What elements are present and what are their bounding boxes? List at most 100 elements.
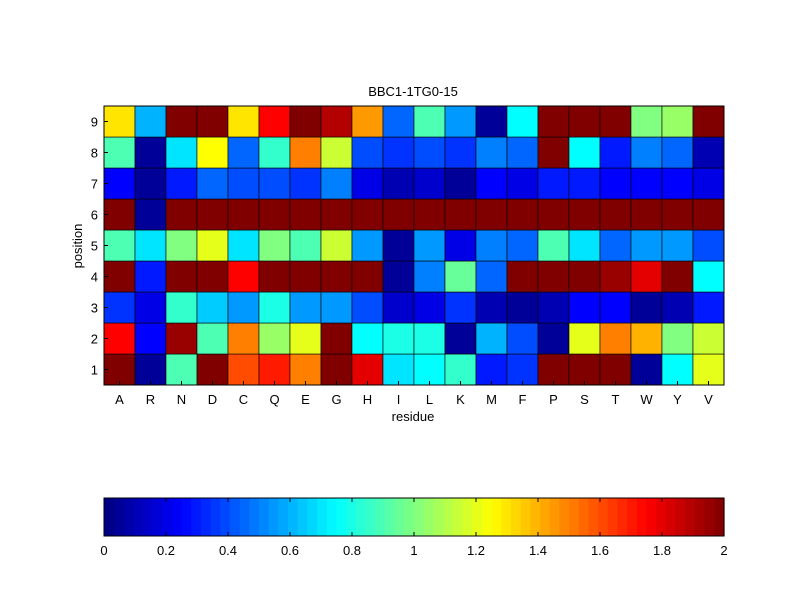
x-tick-label: N (177, 392, 186, 407)
heatmap-cell (537, 353, 570, 386)
colorbar-band (104, 498, 115, 536)
colorbar-band (181, 498, 192, 536)
heatmap-cell (475, 353, 508, 386)
heatmap-cell (351, 260, 384, 293)
heatmap-cell (165, 136, 198, 169)
colorbar-band (423, 498, 434, 536)
heatmap-cell (320, 167, 353, 200)
colorbar-band (549, 498, 560, 536)
x-tick-label: S (580, 392, 589, 407)
heatmap-cell (537, 322, 570, 355)
heatmap-cell (537, 198, 570, 231)
heatmap-cell (444, 198, 477, 231)
heatmap-cell (103, 167, 136, 200)
heatmap-cell (630, 198, 663, 231)
x-tick-label: R (146, 392, 155, 407)
x-tick-label: C (239, 392, 248, 407)
heatmap-cell (661, 105, 694, 138)
heatmap-cell (599, 322, 632, 355)
colorbar-band (191, 498, 202, 536)
colorbar-band (578, 498, 589, 536)
colorbar-band (113, 498, 124, 536)
heatmap-cell (227, 322, 260, 355)
y-tick-label: 2 (91, 332, 98, 347)
colorbar-band (569, 498, 580, 536)
colorbar-ticks: 0 0.2 0.4 0.6 0.8 1 1.2 1.4 1.6 1.8 2 (100, 498, 728, 558)
heatmap-cell (568, 105, 601, 138)
y-tick-label: 8 (91, 146, 98, 161)
y-tick-label: 1 (91, 363, 98, 378)
heatmap-cell (134, 291, 167, 324)
heatmap-cell (630, 353, 663, 386)
heatmap-cell (227, 229, 260, 262)
heatmap-cell (630, 136, 663, 169)
heatmap-cell (196, 229, 229, 262)
colorbar-tick-label: 0.8 (343, 543, 361, 558)
heatmap-cell (165, 198, 198, 231)
heatmap-cell (444, 229, 477, 262)
heatmap-cell (196, 105, 229, 138)
colorbar-band (530, 498, 541, 536)
colorbar-band (394, 498, 405, 536)
heatmap-cell (475, 105, 508, 138)
heatmap-cell (165, 229, 198, 262)
heatmap-cell (692, 322, 725, 355)
colorbar-band (462, 498, 473, 536)
heatmap-cell (103, 291, 136, 324)
x-tick-label: K (456, 392, 465, 407)
x-tick-label: I (397, 392, 401, 407)
heatmap-cell (568, 260, 601, 293)
x-tick-label: H (363, 392, 372, 407)
heatmap-cell (103, 105, 136, 138)
y-axis-label: position (70, 224, 85, 269)
colorbar-band (685, 498, 696, 536)
heatmap-cell (599, 136, 632, 169)
heatmap-cell (599, 105, 632, 138)
colorbar-band (714, 498, 725, 536)
colorbar-band (404, 498, 415, 536)
heatmap-cell (227, 136, 260, 169)
heatmap-cell (351, 105, 384, 138)
heatmap-cell (475, 229, 508, 262)
heatmap-cell (258, 322, 291, 355)
heatmap-cell (506, 105, 539, 138)
colorbar-tick-label: 1.2 (467, 543, 485, 558)
heatmap-cell (475, 198, 508, 231)
x-tick-label: Q (269, 392, 279, 407)
heatmap-cell (382, 322, 415, 355)
heatmap-cell (103, 136, 136, 169)
heatmap-cell (165, 322, 198, 355)
heatmap-cell (258, 260, 291, 293)
x-tick-label: T (612, 392, 620, 407)
x-tick-label: F (519, 392, 527, 407)
heatmap-cell (692, 229, 725, 262)
heatmap-cell (568, 322, 601, 355)
colorbar-tick-label: 1.4 (529, 543, 547, 558)
heatmap-cell (444, 322, 477, 355)
heatmap-cell (506, 353, 539, 386)
heatmap-cell (165, 291, 198, 324)
heatmap-cell (692, 260, 725, 293)
heatmap-cell (382, 353, 415, 386)
heatmap-cell (413, 136, 446, 169)
heatmap-cell (661, 229, 694, 262)
heatmap-cell (289, 322, 322, 355)
colorbar-band (588, 498, 599, 536)
colorbar-band (365, 498, 376, 536)
colorbar-band (171, 498, 183, 536)
heatmap-cell (661, 136, 694, 169)
colorbar-band (268, 498, 279, 536)
heatmap-cell (692, 136, 725, 169)
heatmap-cell (351, 136, 384, 169)
heatmap-cell (506, 260, 539, 293)
heatmap-cell (134, 198, 167, 231)
colorbar-band (539, 498, 551, 536)
heatmap-cell (289, 229, 322, 262)
colorbar-tick-label: 2 (720, 543, 727, 558)
heatmap-cell (630, 260, 663, 293)
heatmap-cell (134, 322, 167, 355)
heatmap-cell (537, 167, 570, 200)
colorbar-band (152, 498, 163, 536)
